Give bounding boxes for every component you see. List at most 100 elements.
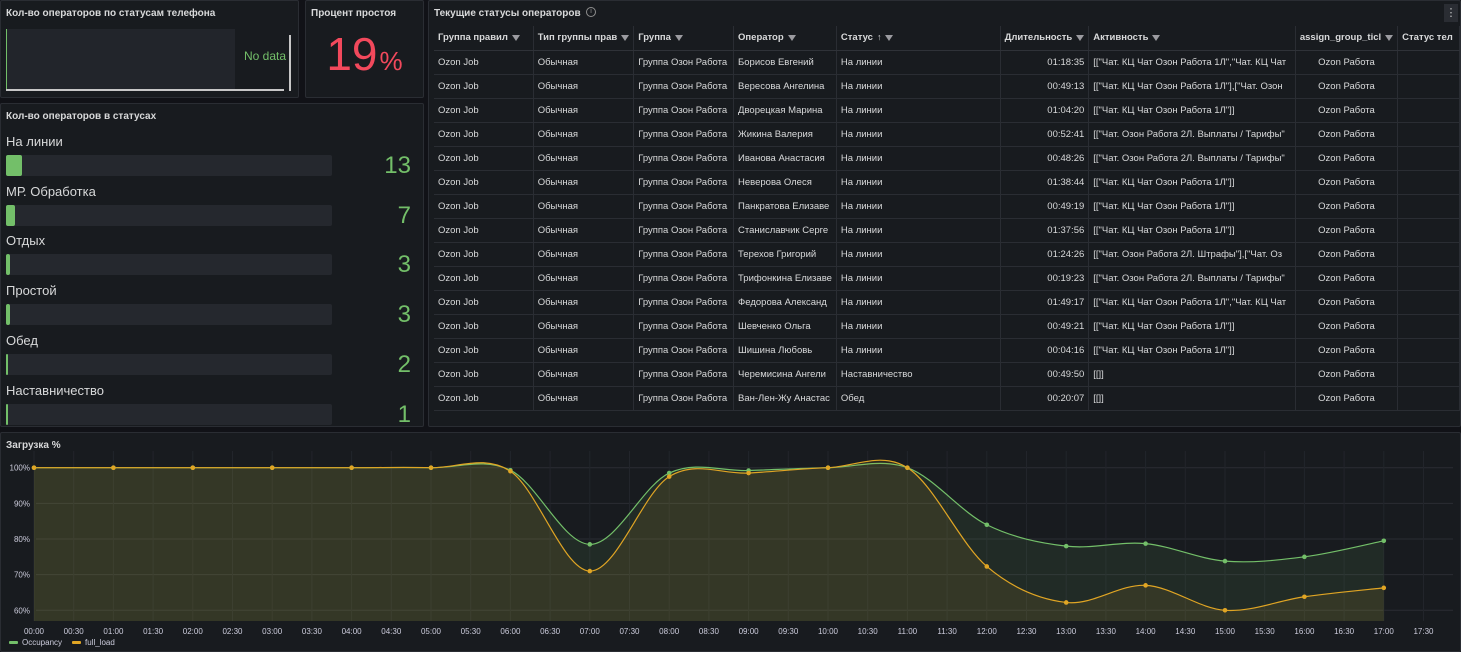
sort-ascending-icon[interactable]: ↑ [876, 32, 882, 43]
column-header-label: Активность [1093, 32, 1149, 44]
cell-rule-group: Ozon Job [434, 386, 534, 411]
series-area-Occupancy [34, 463, 1384, 621]
cell-rule-group: Ozon Job [434, 50, 534, 75]
table-row[interactable]: Ozon Job Обычная Группа Озон Работа Неверов… [434, 170, 1460, 195]
horizontal-scrollbar[interactable] [6, 89, 284, 91]
gauge-row: Обед 2 [6, 333, 421, 378]
table-row[interactable]: Ozon Job Обычная Группа Озон Работа Терехов… [434, 242, 1460, 267]
column-header[interactable]: Статус тел [1397, 26, 1460, 51]
column-header[interactable]: Активность [1088, 26, 1296, 51]
cell-group-type: Обычная [533, 362, 635, 387]
table-row[interactable]: Ozon Job Обычная Группа Озон Работа Борисов… [434, 50, 1460, 75]
data-point-full_load [587, 568, 593, 574]
data-point-full_load [1222, 608, 1228, 613]
gauge-label: Наставничество [6, 382, 104, 398]
filter-icon[interactable] [787, 34, 796, 41]
gauge-track [6, 204, 332, 226]
table-row[interactable]: Ozon Job Обычная Группа Озон Работа Жикина … [434, 122, 1460, 147]
data-point-full_load [1302, 594, 1307, 600]
operators-table: Группа правил Тип группы прав Группа Операт… [434, 26, 1460, 411]
cell-group-type: Обычная [533, 170, 635, 195]
filter-icon[interactable] [1076, 34, 1085, 41]
cell-phone-status [1397, 50, 1460, 75]
column-header[interactable]: Группа [633, 26, 735, 51]
filter-icon[interactable] [621, 34, 630, 41]
panel-menu-icon[interactable]: ⋮ [1444, 4, 1458, 22]
legend-swatch [9, 641, 18, 645]
cell-operator: Шевченко Ольга [733, 314, 837, 339]
info-icon[interactable]: i [586, 7, 596, 17]
gauge-track [6, 403, 332, 425]
table-row[interactable]: Ozon Job Обычная Группа Озон Работа Трифонк… [434, 266, 1460, 291]
cell-group: Группа Озон Работа [633, 170, 735, 195]
cell-activity: [["Чат. КЦ Чат Озон Работа 1Л"]] [1088, 314, 1296, 339]
cell-group-type: Обычная [533, 98, 635, 123]
cell-assign-group: Ozon Работа [1295, 242, 1399, 267]
table-row[interactable]: Ozon Job Обычная Группа Озон Работа Ван-Лен… [434, 386, 1460, 411]
cell-phone-status [1397, 218, 1460, 243]
column-header[interactable]: assign_group_ticl [1295, 26, 1399, 51]
cell-phone-status [1397, 74, 1460, 99]
y-tick-label: 60% [14, 606, 30, 615]
panel-title: Загрузка % [6, 440, 61, 451]
filter-icon[interactable] [1152, 34, 1161, 41]
x-tick-label: 00:30 [64, 627, 85, 636]
table-row[interactable]: Ozon Job Обычная Группа Озон Работа Шишина … [434, 338, 1460, 363]
column-header-label: Тип группы прав [537, 32, 618, 44]
gauge-label: МР. Обработка [6, 183, 96, 199]
column-header[interactable]: Длительность [1000, 26, 1090, 51]
filter-icon[interactable] [674, 34, 683, 41]
phone-status-panel: Кол-во операторов по статусам телефона N… [0, 0, 299, 98]
table-row[interactable]: Ozon Job Обычная Группа Озон Работа Вересов… [434, 74, 1460, 99]
cell-assign-group: Ozon Работа [1295, 170, 1399, 195]
x-tick-label: 15:00 [1215, 627, 1236, 636]
filter-icon[interactable] [511, 34, 520, 41]
table-row[interactable]: Ozon Job Обычная Группа Озон Работа Панкрат… [434, 194, 1460, 219]
x-tick-label: 14:00 [1136, 627, 1157, 636]
cell-assign-group: Ozon Работа [1295, 338, 1399, 363]
cell-group: Группа Озон Работа [633, 338, 735, 363]
cell-operator: Панкратова Елизаве [733, 194, 837, 219]
cell-status: На линии [836, 74, 1001, 99]
filter-icon[interactable] [1385, 34, 1394, 41]
cell-operator: Станиславчик Серге [733, 218, 837, 243]
column-header[interactable]: Статус ↑ [836, 26, 1001, 51]
gauge-fill [6, 204, 15, 226]
legend-label: full_load [85, 638, 115, 647]
gauge-track [6, 304, 332, 326]
table-row[interactable]: Ozon Job Обычная Группа Озон Работа Федоров… [434, 290, 1460, 315]
cell-assign-group: Ozon Работа [1295, 122, 1399, 147]
filter-icon[interactable] [885, 34, 894, 41]
column-header[interactable]: Оператор [733, 26, 837, 51]
table-row[interactable]: Ozon Job Обычная Группа Озон Работа Дворецк… [434, 98, 1460, 123]
panel-title: Кол-во операторов по статусам телефона [6, 8, 216, 19]
panel-title: Текущие статусы операторов [434, 8, 581, 19]
column-header-label: Длительность [1004, 32, 1073, 44]
table-row[interactable]: Ozon Job Обычная Группа Озон Работа Иванова… [434, 146, 1460, 171]
table-row[interactable]: Ozon Job Обычная Группа Озон Работа Черемис… [434, 362, 1460, 387]
cell-assign-group: Ozon Работа [1295, 194, 1399, 219]
legend-item[interactable]: Occupancy [9, 638, 62, 647]
panel-title: Процент простоя [311, 8, 397, 19]
x-tick-label: 13:30 [1096, 627, 1117, 636]
cell-phone-status [1397, 194, 1460, 219]
table-body: Ozon Job Обычная Группа Озон Работа Борисов… [434, 50, 1460, 411]
cell-group: Группа Озон Работа [633, 362, 735, 387]
cell-group-type: Обычная [533, 314, 635, 339]
table-row[interactable]: Ozon Job Обычная Группа Озон Работа Шевченк… [434, 314, 1460, 339]
column-header[interactable]: Тип группы прав [533, 26, 635, 51]
data-point-full_load [349, 465, 354, 470]
cell-assign-group: Ozon Работа [1295, 146, 1399, 171]
cell-status: Наставничество [836, 362, 1001, 387]
cell-group-type: Обычная [533, 146, 635, 171]
cell-duration: 01:18:35 [1000, 50, 1090, 75]
legend-item[interactable]: full_load [72, 638, 115, 647]
vertical-scrollbar[interactable] [289, 35, 291, 91]
cell-activity: [["Чат. КЦ Чат Озон Работа 1Л"]] [1088, 194, 1296, 219]
data-point-full_load [1063, 600, 1069, 605]
column-header[interactable]: Группа правил [434, 26, 534, 51]
x-tick-label: 16:30 [1334, 627, 1355, 636]
x-tick-label: 08:00 [659, 627, 680, 636]
cell-activity: [["Чат. КЦ Чат Озон Работа 1Л"]] [1088, 170, 1296, 195]
table-row[interactable]: Ozon Job Обычная Группа Озон Работа Станисл… [434, 218, 1460, 243]
